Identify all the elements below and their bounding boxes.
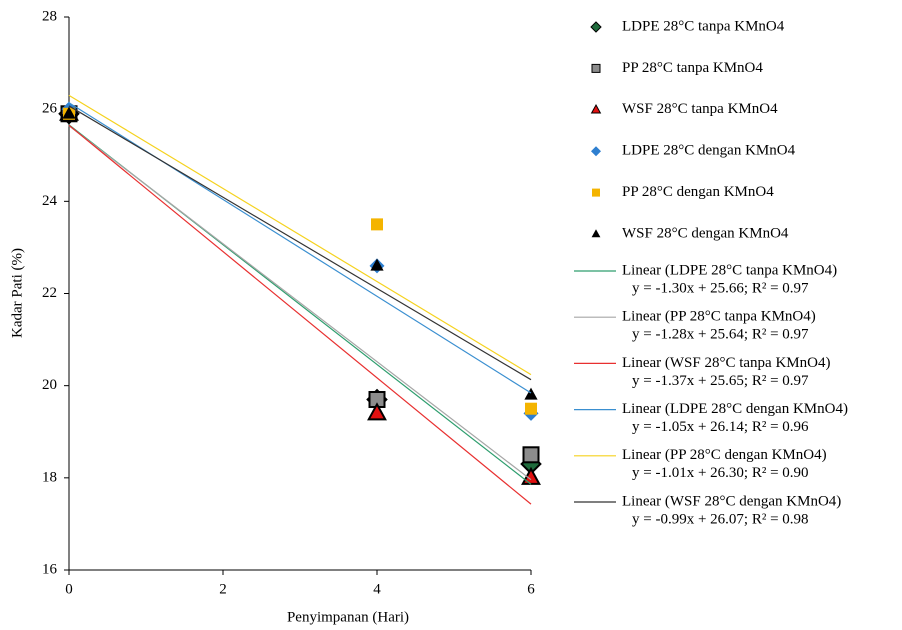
legend-marker [591, 229, 601, 238]
trendline [68, 94, 532, 376]
data-point [525, 402, 537, 415]
x-tick-label: 4 [373, 581, 381, 597]
legend-label: WSF 28°C dengan KMnO4 [622, 225, 789, 241]
trendline-equation: y = -1.01x + 26.30; R² = 0.90 [632, 465, 809, 481]
data-point [524, 387, 538, 400]
y-tick-label: 18 [42, 469, 57, 485]
x-tick-label: 6 [527, 581, 535, 597]
legend-label: PP 28°C dengan KMnO4 [622, 184, 774, 200]
x-tick-label: 2 [219, 581, 227, 597]
trendline [68, 105, 532, 381]
trendline-equation: y = -0.99x + 26.07; R² = 0.98 [632, 511, 809, 527]
trendline-equation: y = -1.30x + 25.66; R² = 0.97 [632, 280, 809, 296]
legend-label: Linear (LDPE 28°C tanpa KMnO4) [622, 262, 837, 278]
trendline [68, 102, 532, 394]
x-tick-label: 0 [65, 581, 73, 597]
trendline-equation: y = -1.05x + 26.14; R² = 0.96 [632, 419, 809, 435]
legend-marker [592, 188, 600, 197]
legend-label: LDPE 28°C tanpa KMnO4 [622, 18, 785, 34]
legend-label: Linear (LDPE 28°C dengan KMnO4) [622, 401, 848, 417]
data-point [367, 402, 387, 421]
legend-label: Linear (PP 28°C dengan KMnO4) [622, 447, 827, 463]
legend-marker [590, 21, 602, 33]
trendline [68, 124, 532, 505]
y-tick-label: 20 [42, 377, 57, 393]
trendline-equation: y = -1.37x + 25.65; R² = 0.97 [632, 373, 809, 389]
y-axis-label: Kadar Pati (%) [9, 248, 25, 338]
data-point [522, 446, 540, 464]
legend-label: Linear (WSF 28°C dengan KMnO4) [622, 493, 841, 509]
data-point [370, 258, 384, 271]
y-tick-label: 24 [42, 193, 58, 209]
legend-label: Linear (WSF 28°C tanpa KMnO4) [622, 355, 830, 371]
legend-label: LDPE 28°C dengan KMnO4 [622, 143, 796, 159]
y-tick-label: 26 [42, 101, 58, 117]
legend-marker [591, 146, 601, 157]
trendline [68, 125, 532, 481]
x-axis-label: Penyimpanan (Hari) [287, 609, 409, 625]
legend-label: PP 28°C tanpa KMnO4 [622, 60, 763, 76]
data-point [62, 106, 76, 119]
y-tick-label: 28 [42, 8, 57, 24]
data-point [371, 218, 383, 231]
legend-label: WSF 28°C tanpa KMnO4 [622, 101, 778, 117]
legend-label: Linear (PP 28°C tanpa KMnO4) [622, 309, 816, 325]
legend-marker [591, 63, 601, 73]
y-tick-label: 16 [42, 561, 58, 577]
legend-marker [590, 103, 602, 114]
trendline-equation: y = -1.28x + 25.64; R² = 0.97 [632, 327, 809, 343]
data-point [521, 466, 541, 485]
y-tick-label: 22 [42, 285, 57, 301]
